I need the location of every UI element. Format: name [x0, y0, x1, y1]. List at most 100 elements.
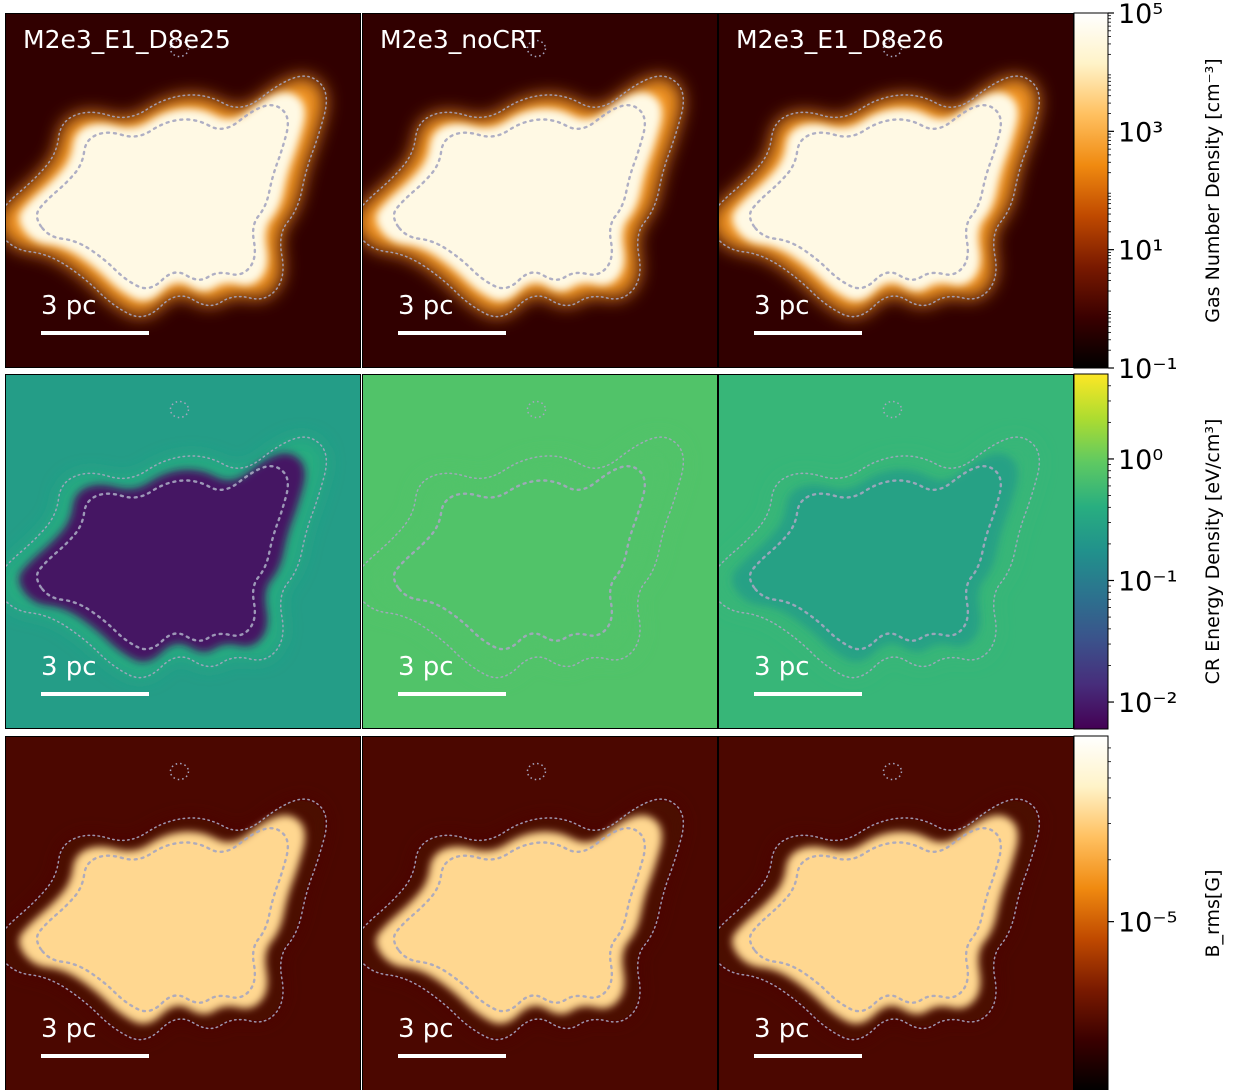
colorbar-cr-energy-density: 10⁰ 10⁻¹ 10⁻² CR Energy Density [eV/cm³]: [1073, 373, 1224, 730]
scale-bar-label: 3 pc: [754, 1014, 810, 1044]
scale-bar-label: 3 pc: [398, 291, 454, 321]
panel-frame: [5, 736, 361, 1090]
contour-clump: [526, 400, 547, 419]
scale-bar: 3 pc: [41, 652, 149, 696]
panel-r1-c2: 3 pc M2e3_noCRT: [362, 13, 718, 368]
contour-line: [5, 798, 328, 1041]
scale-bar-line: [754, 331, 862, 335]
panel-r1-c3: 3 pc M2e3_E1_D8e26: [718, 13, 1074, 368]
scale-bar-line: [754, 692, 862, 696]
cloud-core: [376, 92, 662, 301]
contour-line: [362, 798, 685, 1041]
colorbar-label: CR Energy Density [eV/cm³]: [1202, 419, 1224, 685]
panel-r3-c1: 3 pc: [5, 736, 361, 1090]
colorbar-tick-label: 10⁻¹: [1118, 354, 1177, 385]
contour-line: [5, 436, 328, 679]
scale-bar-label: 3 pc: [41, 652, 97, 682]
scale-bar-label: 3 pc: [754, 291, 810, 321]
colorbar-tick-label: 10⁰: [1118, 445, 1163, 476]
colorbar-tick-label: 10⁻²: [1118, 688, 1177, 719]
cloud-core: [732, 92, 1018, 301]
scale-bar: 3 pc: [41, 291, 149, 335]
scale-bar-line: [398, 1054, 506, 1058]
contour-line: [392, 826, 647, 1013]
colorbar-gradient: [1073, 735, 1109, 1090]
panel-r1-c1: 3 pc M2e3_E1_D8e25: [5, 13, 361, 368]
scale-bar: 3 pc: [754, 291, 862, 335]
colorbar-tick-label: 10⁵: [1118, 0, 1163, 30]
panel-r2-c1: 3 pc: [5, 374, 361, 729]
scale-bar-line: [754, 1054, 862, 1058]
scale-bar-line: [41, 331, 149, 335]
colorbar-tick-label: 10⁻⁵: [1118, 908, 1177, 939]
contour-clump: [526, 762, 547, 781]
cloud-core: [376, 815, 662, 1024]
contour-line: [718, 75, 1041, 318]
scale-bar-label: 3 pc: [398, 652, 454, 682]
scale-bar-label: 3 pc: [41, 291, 97, 321]
colorbar-label: B_rms[G]: [1202, 870, 1224, 958]
scale-bar-label: 3 pc: [41, 1014, 97, 1044]
panel-title: M2e3_E1_D8e25: [23, 25, 231, 54]
colorbar-tick-label: 10¹: [1118, 236, 1163, 267]
contour-line: [5, 75, 328, 318]
colorbar-tick-label: 10³: [1118, 117, 1163, 148]
panel-title: M2e3_noCRT: [380, 25, 541, 54]
scale-bar-line: [41, 692, 149, 696]
scale-bar: 3 pc: [398, 1014, 506, 1058]
panel-r3-c2: 3 pc: [362, 736, 718, 1090]
contour-line: [35, 464, 290, 651]
cloud-core: [19, 92, 305, 301]
cloud-core: [19, 815, 305, 1024]
scale-bar: 3 pc: [398, 652, 506, 696]
contour-clump: [169, 39, 190, 58]
cloud-core: [19, 453, 305, 662]
contour-line: [748, 826, 1003, 1013]
colorbar-gradient: [1073, 12, 1109, 369]
contour-clump: [882, 762, 903, 781]
panel-frame: [362, 374, 718, 729]
panel-grid: 3 pc M2e3_E1_D8e25 3 pc M2e3_noCRT 3 pc M2e3_…: [5, 13, 1074, 1090]
panel-frame: [362, 736, 718, 1090]
cloud-core: [732, 453, 1018, 662]
panel-r2-c3: 3 pc: [718, 374, 1074, 729]
contour-line: [392, 103, 647, 290]
cloud-core: [376, 453, 662, 662]
cloud-core: [732, 815, 1018, 1024]
colorbar-label: Gas Number Density [cm⁻³]: [1202, 58, 1224, 322]
contour-line: [35, 826, 290, 1013]
scale-bar: 3 pc: [754, 1014, 862, 1058]
contour-clump: [526, 39, 547, 58]
scale-bar-label: 3 pc: [754, 652, 810, 682]
panel-r2-c2: 3 pc: [362, 374, 718, 729]
contour-clump: [882, 400, 903, 419]
scale-bar-line: [398, 331, 506, 335]
scale-bar: 3 pc: [754, 652, 862, 696]
contour-line: [748, 464, 1003, 651]
colorbar-b-rms: 10⁻⁵ B_rms[G]: [1073, 735, 1224, 1090]
contour-line: [362, 75, 685, 318]
contour-line: [718, 798, 1041, 1041]
contour-line: [748, 103, 1003, 290]
contour-line: [362, 436, 685, 679]
contour-line: [718, 436, 1041, 679]
contour-clump: [169, 400, 190, 419]
contour-line: [392, 464, 647, 651]
scale-bar-line: [398, 692, 506, 696]
panel-r3-c3: 3 pc: [718, 736, 1074, 1090]
panel-frame: [362, 13, 718, 368]
scale-bar-label: 3 pc: [398, 1014, 454, 1044]
colorbar-tick-label: 10⁻¹: [1118, 566, 1177, 597]
colorbar-gas-number-density: 10⁵ 10³ 10¹ 10⁻¹ Gas Number Density [cm⁻³]: [1073, 0, 1224, 385]
contour-line: [35, 103, 290, 290]
contour-clump: [169, 762, 190, 781]
contour-clump: [882, 39, 903, 58]
panel-frame: [5, 13, 361, 368]
panel-title: M2e3_E1_D8e26: [736, 25, 944, 54]
panel-frame: [5, 374, 361, 729]
scale-bar: 3 pc: [41, 1014, 149, 1058]
colorbar-gradient: [1073, 373, 1109, 730]
scale-bar-line: [41, 1054, 149, 1058]
